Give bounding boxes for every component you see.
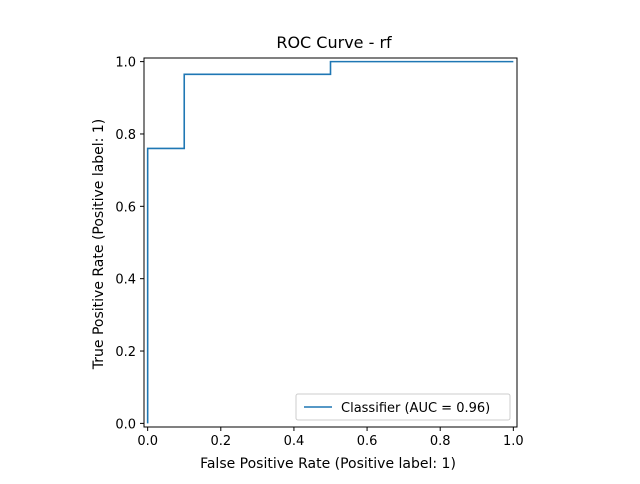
plot-background — [144, 58, 517, 427]
x-tick-label: 0.6 — [357, 434, 378, 449]
y-tick-label: 1.0 — [115, 56, 136, 71]
chart-title: ROC Curve - rf — [276, 33, 392, 52]
x-tick-label: 0.8 — [430, 434, 451, 449]
legend-label: Classifier (AUC = 0.96) — [341, 401, 490, 416]
y-tick-label: 0.4 — [115, 273, 136, 288]
x-axis-label: False Positive Rate (Positive label: 1) — [200, 456, 456, 472]
x-tick-label: 0.2 — [210, 434, 231, 449]
y-axis-label: True Positive Rate (Positive label: 1) — [91, 119, 107, 370]
y-axis-ticks: 0.0 0.2 0.4 0.6 0.8 1.0 — [115, 56, 144, 432]
x-tick-label: 0.4 — [284, 434, 305, 449]
y-tick-label: 0.0 — [115, 417, 136, 432]
x-tick-label: 1.0 — [503, 434, 524, 449]
roc-curve-line — [146, 60, 514, 424]
series-layer — [146, 60, 514, 424]
y-tick-label: 0.8 — [115, 128, 136, 143]
legend-box — [295, 393, 511, 421]
x-tick-label: 0.0 — [137, 434, 158, 449]
y-tick-label: 0.6 — [115, 200, 136, 215]
y-tick-label: 0.2 — [115, 345, 136, 360]
plot-frame — [143, 57, 518, 428]
legend: Classifier (AUC = 0.96) — [295, 393, 511, 421]
x-axis-ticks: 0.0 0.2 0.4 0.6 0.8 1.0 — [137, 427, 524, 449]
plot-area: 0.0 0.2 0.4 0.6 0.8 1.0 0.0 0.2 0.4 0.6 0.8 1.0 — [115, 56, 523, 449]
